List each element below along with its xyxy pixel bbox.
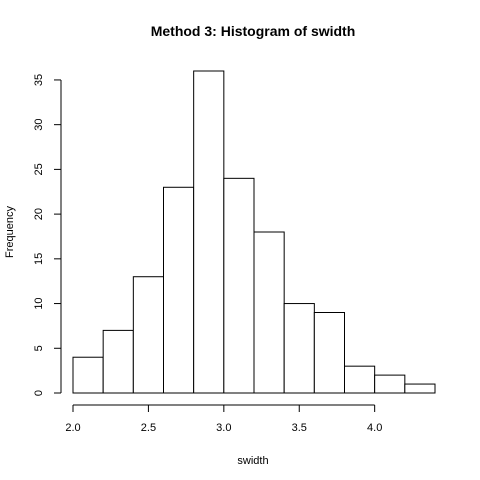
x-tick-label-3.0: 3.0	[216, 422, 231, 434]
y-axis: 0 5 10 15 20 25 30 35	[33, 74, 62, 396]
y-tick-label-0: 0	[33, 390, 45, 396]
bars-group	[72, 70, 436, 394]
x-axis-label: swidth	[237, 455, 268, 467]
histogram-bar-8	[283, 303, 315, 394]
x-axis: 2.0 2.5 3.0 3.5 4.0	[65, 404, 382, 434]
histogram-bar-12	[404, 383, 436, 394]
y-tick-label-30: 30	[33, 119, 45, 131]
chart-title: Method 3: Histogram of swidth	[151, 23, 356, 39]
y-tick-label-25: 25	[33, 163, 45, 175]
y-tick-label-10: 10	[33, 297, 45, 309]
histogram-bar-7	[253, 231, 285, 394]
x-tick-label-3.5: 3.5	[292, 422, 307, 434]
x-tick-label-2.0: 2.0	[65, 422, 80, 434]
histogram-bar-2	[102, 329, 134, 394]
x-tick-label-4.0: 4.0	[367, 422, 382, 434]
histogram-bar-3	[132, 276, 164, 394]
histogram-bar-10	[344, 365, 376, 394]
y-tick-label-15: 15	[33, 253, 45, 265]
y-tick-label-5: 5	[33, 345, 45, 351]
histogram-bar-4	[163, 186, 195, 394]
histogram-bar-1	[72, 356, 104, 394]
y-tick-label-35: 35	[33, 74, 45, 86]
x-tick-label-2.5: 2.5	[141, 422, 156, 434]
histogram-bar-6	[223, 177, 255, 394]
histogram-bar-5	[193, 70, 225, 394]
y-tick-label-20: 20	[33, 208, 45, 220]
y-axis-label: Frequency	[4, 206, 16, 258]
histogram-bar-11	[374, 374, 406, 394]
histogram-bar-9	[313, 312, 346, 394]
